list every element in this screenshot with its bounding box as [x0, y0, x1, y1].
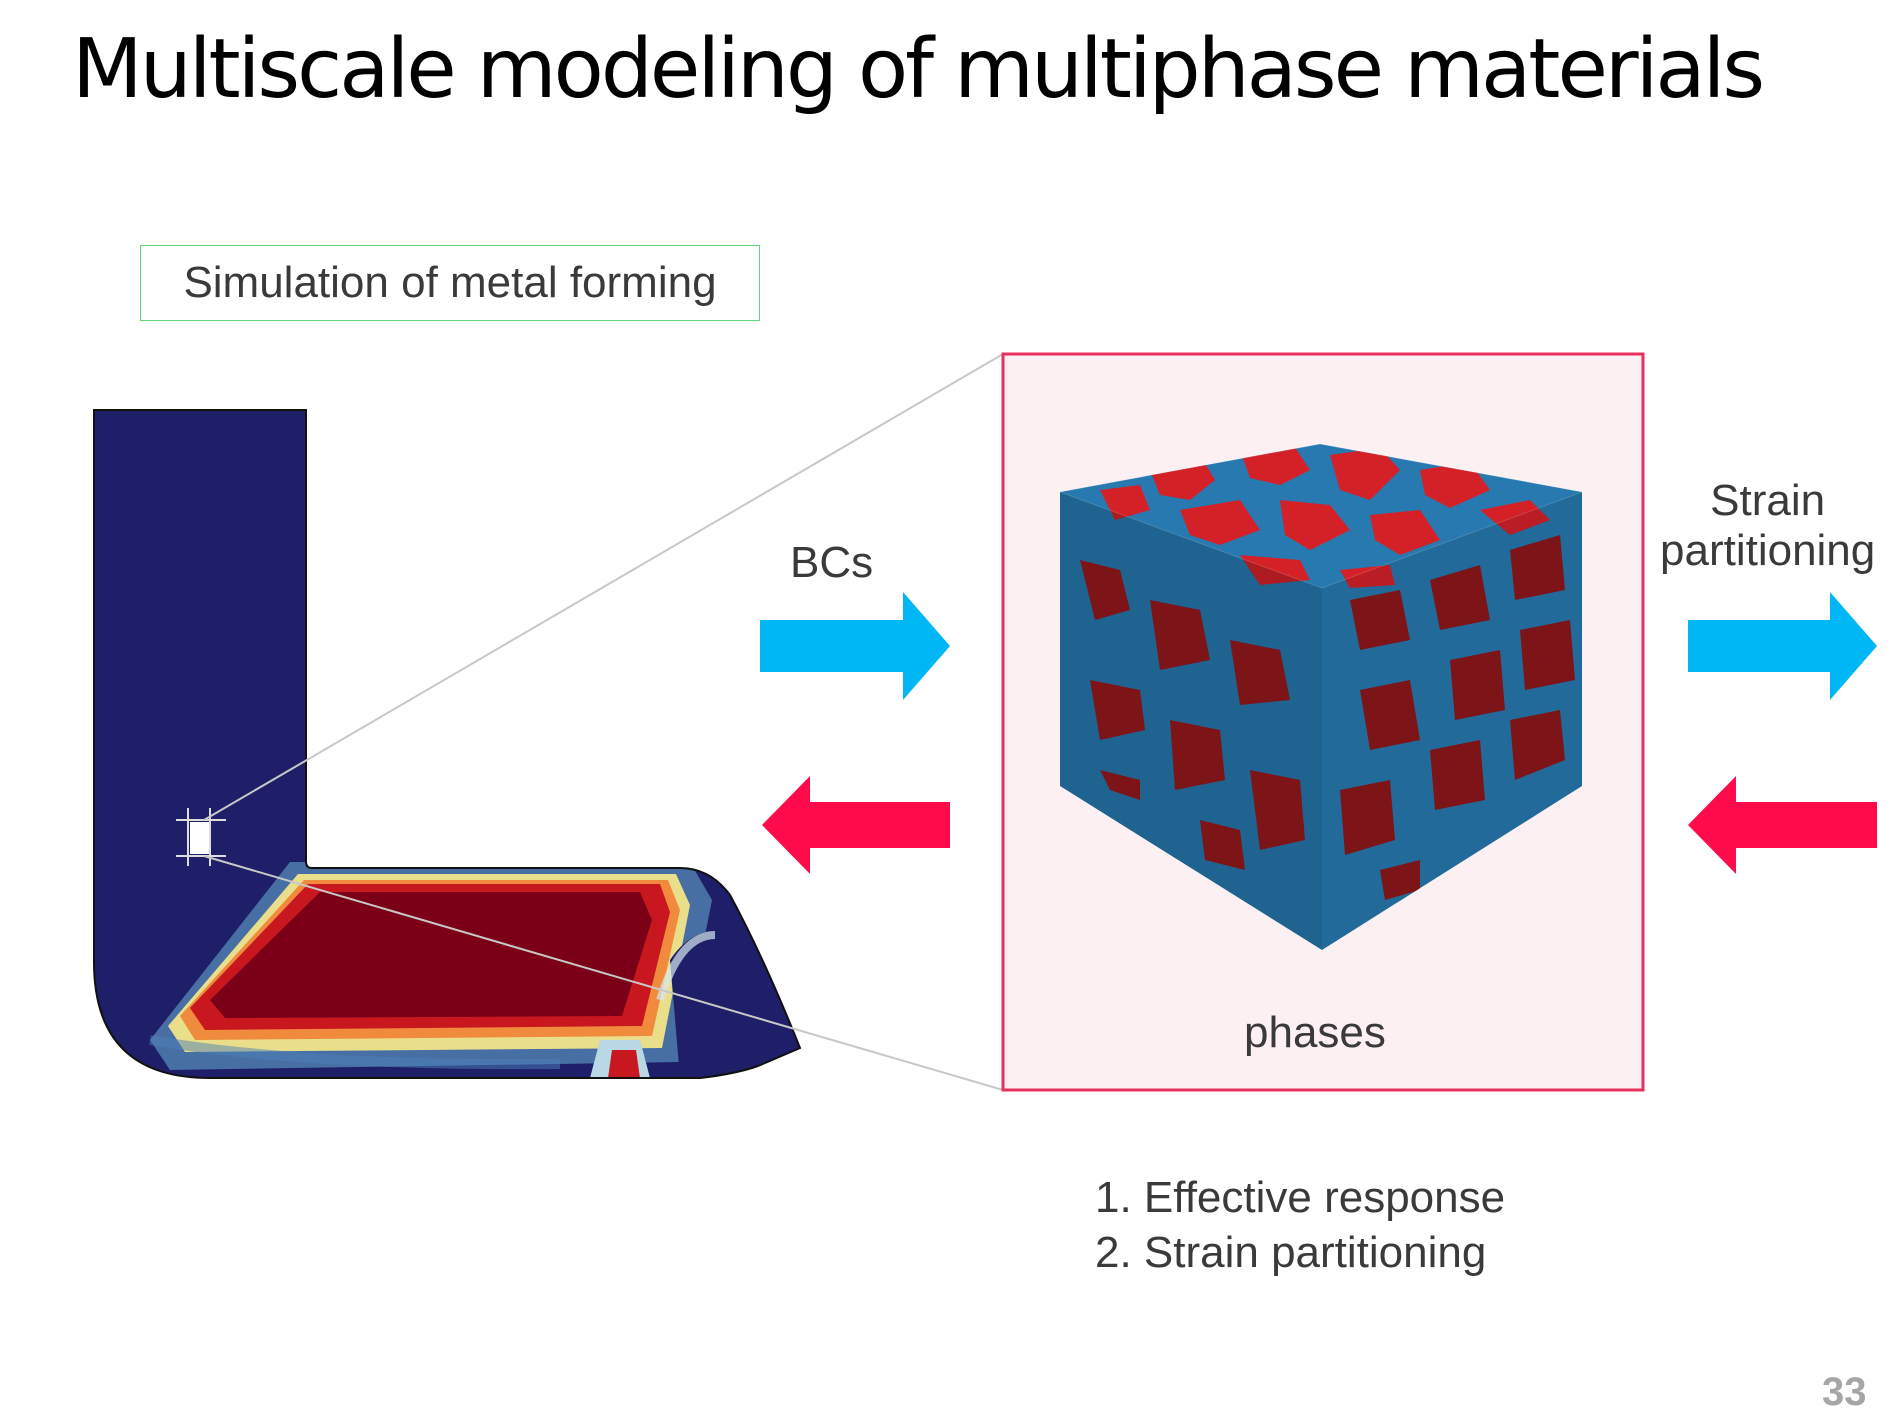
strain-forward-arrow — [1688, 592, 1877, 700]
zoom-line-top — [203, 353, 1004, 821]
strain-partitioning-label: Strain partitioning — [1660, 476, 1875, 576]
page-number: 33 — [1822, 1370, 1867, 1414]
backward-arrow-right — [1688, 776, 1877, 874]
phases-label: phases — [1244, 1008, 1386, 1057]
slide-title: Multiscale modeling of multiphase materi… — [72, 22, 1765, 117]
formed-part-contour-plot — [93, 409, 802, 1079]
backward-arrow-left — [762, 776, 950, 874]
bcs-forward-arrow — [760, 592, 950, 700]
zoom-line-bottom — [203, 855, 1004, 1091]
strain-label-line2: partitioning — [1660, 526, 1876, 576]
strain-label-line1: Strain — [1710, 476, 1826, 525]
bcs-label: BCs — [790, 538, 874, 587]
output-item-effective-response: 1. Effective response — [1095, 1173, 1506, 1222]
macro-simulation-label-text: Simulation of metal forming — [183, 258, 717, 307]
material-point-marker — [176, 808, 226, 866]
outputs-list: 1. Effective response 2. Strain partitio… — [1095, 1170, 1505, 1280]
macro-simulation-label: Simulation of metal forming — [140, 245, 760, 321]
output-item-strain-partitioning: 2. Strain partitioning — [1095, 1228, 1487, 1277]
